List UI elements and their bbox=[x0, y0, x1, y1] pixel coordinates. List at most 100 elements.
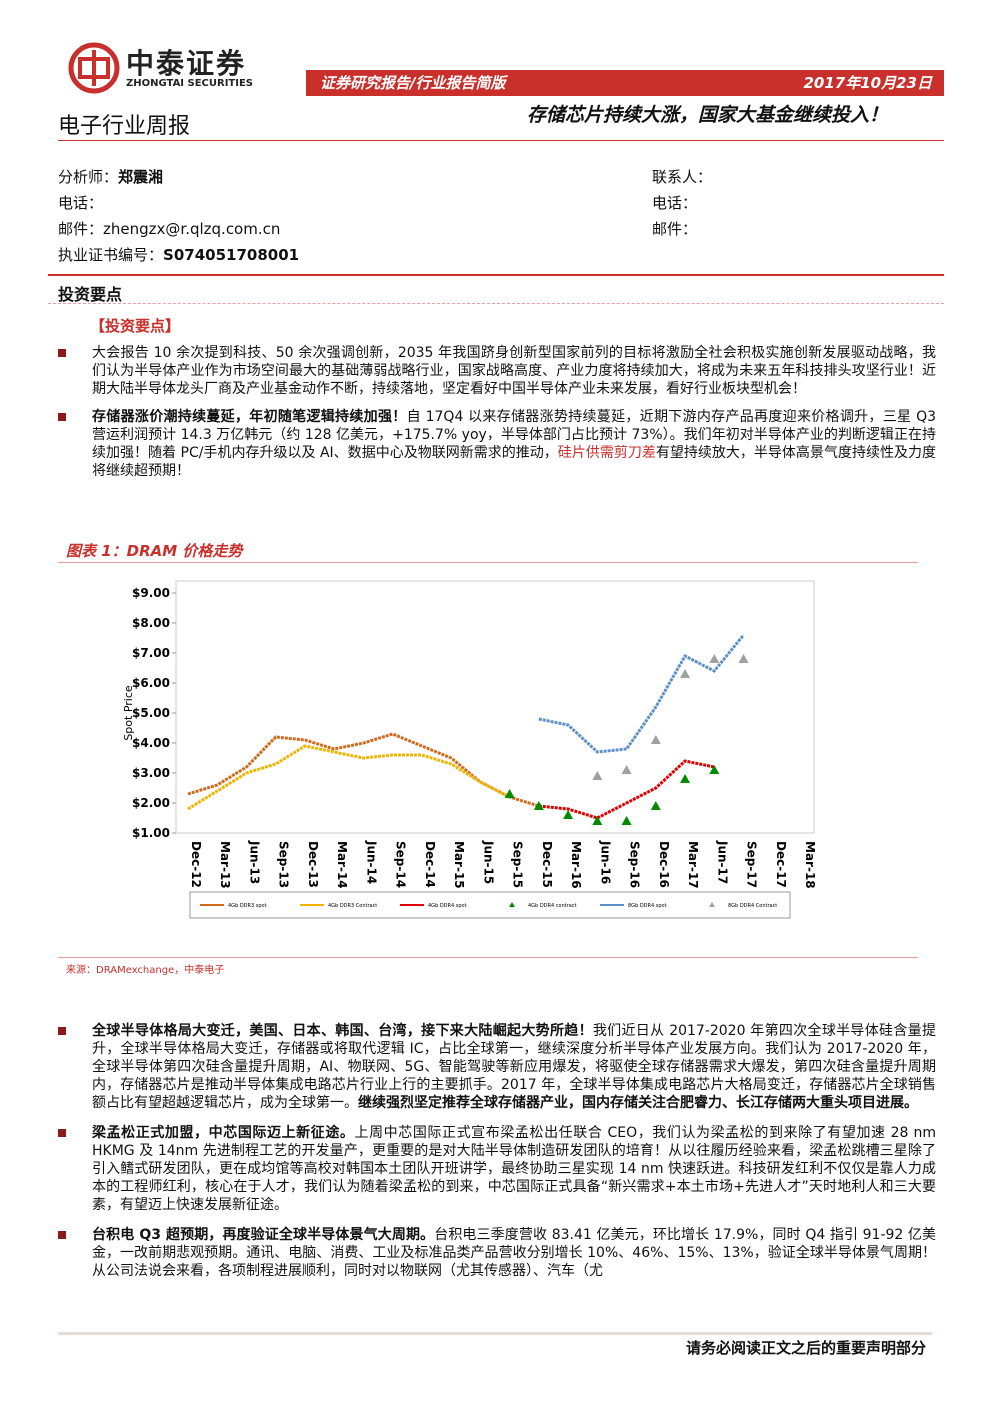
headline: 存储芯片持续大涨，国家大基金继续投入！ bbox=[526, 104, 888, 126]
text-run: 有望持续放大，半导体高景气度持续性及力度将继续超预期！ bbox=[92, 445, 937, 479]
analyst-name: 郑震湘 bbox=[118, 168, 164, 186]
contact: 联系人： bbox=[652, 168, 713, 186]
x-tick-label: Mar-15 bbox=[452, 841, 466, 889]
contact-email: 邮件： bbox=[652, 220, 698, 238]
legend-swatch bbox=[509, 902, 515, 907]
series-line bbox=[187, 732, 540, 808]
bullet-icon bbox=[58, 1129, 66, 1137]
paragraph: 存储器涨价潮持续蔓延，年初随笔逻辑持续加强！自 17Q4 以来存储器涨势持续蔓延… bbox=[92, 408, 936, 480]
paragraph: 台积电 Q3 超预期，再度验证全球半导体景气大周期。台积电三季度营收 83.41… bbox=[92, 1226, 936, 1280]
y-tick-label: $5.00 bbox=[132, 706, 170, 720]
bullet-icon bbox=[58, 349, 66, 357]
text-run: 全球半导体格局大变迁，美国、日本、韩国、台湾，接下来大陆崛起大势所趋！ bbox=[92, 1023, 593, 1039]
text-run: 硅片供需剪刀差 bbox=[557, 445, 656, 461]
report-type: 证券研究报告/行业报告简版 bbox=[320, 74, 506, 92]
text-run: 台积电三季度营收 83.41 亿美元，环比增长 17.9%，同时 Q4 指引 9… bbox=[92, 1227, 937, 1279]
legend-label: 8Gb DDR4 Contract bbox=[728, 903, 777, 909]
text-run: 自 17Q4 以来存储器涨势持续蔓延，近期下游内存产品再度迎来价格调升，三星 Q… bbox=[92, 409, 936, 461]
bullet-list: 大会报告 10 余次提到科技、50 余次强调创新，2035 年我国跻身创新型国家… bbox=[58, 344, 936, 490]
bullet: 台积电 Q3 超预期，再度验证全球半导体景气大周期。台积电三季度营收 83.41… bbox=[58, 1226, 936, 1280]
figure-source: 来源：DRAMexchange，中泰电子 bbox=[66, 965, 225, 976]
x-tick-label: Sep-14 bbox=[394, 841, 408, 888]
x-tick-label: Jun-17 bbox=[715, 840, 729, 884]
figure-title: 图表 1：DRAM 价格走势 bbox=[66, 542, 243, 560]
phone: 电话： bbox=[58, 194, 104, 212]
plot-frame bbox=[175, 580, 815, 834]
x-tick-label: Mar-17 bbox=[686, 841, 700, 889]
x-tick-label: Jun-15 bbox=[481, 840, 495, 884]
series-line bbox=[538, 759, 715, 820]
x-tick-label: Sep-17 bbox=[745, 841, 759, 888]
bullet: 大会报告 10 余次提到科技、50 余次强调创新，2035 年我国跻身创新型国家… bbox=[58, 344, 936, 398]
x-tick-label: Jun-16 bbox=[598, 840, 612, 884]
paragraph: 大会报告 10 余次提到科技、50 余次强调创新，2035 年我国跻身创新型国家… bbox=[92, 344, 936, 398]
label: 执业证书编号： bbox=[58, 246, 164, 264]
paragraph: 梁孟松正式加盟，中芯国际迈上新征途。上周中芯国际正式宣布梁孟松出任联合 CEO，… bbox=[92, 1124, 936, 1214]
text-run: 大会报告 10 余次提到科技、50 余次强调创新，2035 年我国跻身创新型国家… bbox=[92, 345, 936, 397]
x-tick-label: Sep-16 bbox=[628, 841, 642, 888]
analyst: 分析师：郑震湘 bbox=[58, 166, 163, 187]
header-bar: 证券研究报告/行业报告简版 2017年10月23日 bbox=[306, 70, 944, 96]
y-tick-label: $9.00 bbox=[132, 586, 170, 600]
x-tick-label: Dec-13 bbox=[306, 841, 320, 888]
contact-phone: 电话： bbox=[652, 194, 698, 212]
legend-label: 4Gb DDR3 Contract bbox=[328, 903, 377, 909]
x-tick-label: Mar-14 bbox=[335, 841, 349, 889]
marker bbox=[504, 789, 515, 798]
section-title: 投资要点 bbox=[58, 285, 123, 304]
x-tick-label: Dec-14 bbox=[423, 841, 437, 888]
x-tick-label: Dec-16 bbox=[657, 841, 671, 888]
marker bbox=[563, 810, 574, 819]
series-line bbox=[538, 634, 745, 754]
text-run: 台积电 Q3 超预期，再度验证全球半导体景气大周期。 bbox=[92, 1227, 435, 1243]
label: 邮件： bbox=[58, 220, 104, 238]
footer: 请务必阅读正文之后的重要声明部分 bbox=[685, 1339, 926, 1357]
cert: 执业证书编号：S074051708001 bbox=[58, 244, 299, 265]
text-run: 上周中芯国际正式宣布梁孟松出任联合 CEO，我们认为梁孟松的到来除了有望加速 2… bbox=[92, 1125, 937, 1213]
y-tick-label: $1.00 bbox=[132, 826, 170, 840]
subsection: 【投资要点】 bbox=[90, 317, 181, 335]
y-tick-label: $7.00 bbox=[132, 646, 170, 660]
report-date: 2017年10月23日 bbox=[803, 74, 933, 92]
x-tick-label: Dec-12 bbox=[189, 841, 203, 888]
logo-text: 中泰证券 bbox=[126, 47, 247, 80]
label: 分析师： bbox=[58, 168, 119, 186]
marker bbox=[680, 774, 691, 783]
marker bbox=[709, 654, 720, 663]
marker bbox=[738, 654, 749, 663]
industry: 电子行业周报 bbox=[58, 114, 191, 139]
email-address: zhengzx@r.qlzq.com.cn bbox=[103, 220, 281, 238]
marker bbox=[650, 735, 661, 744]
marker bbox=[709, 765, 720, 774]
legend bbox=[189, 891, 791, 919]
marker bbox=[592, 816, 603, 825]
x-tick-label: Mar-13 bbox=[218, 841, 232, 889]
divider bbox=[58, 140, 944, 141]
bullet-list: 全球半导体格局大变迁，美国、日本、韩国、台湾，接下来大陆崛起大势所趋！我们近日从… bbox=[58, 1022, 936, 1292]
text-run: 我们近日从 2017-2020 年第四次全球半导体硅含量提升，全球半导体格局大变… bbox=[92, 1023, 936, 1111]
y-tick-label: $4.00 bbox=[132, 736, 170, 750]
legend-swatch bbox=[709, 902, 715, 907]
y-axis-label: Spot Price bbox=[122, 685, 135, 741]
legend-label: 4Gb DDR3 spot bbox=[228, 903, 267, 909]
logo-mark bbox=[68, 42, 120, 94]
x-tick-label: Dec-17 bbox=[774, 841, 788, 888]
bullet-icon bbox=[58, 413, 66, 421]
y-tick-label: $6.00 bbox=[132, 676, 170, 690]
logo-subtext: ZHONGTAI SECURITIES bbox=[126, 78, 253, 89]
text-run: 存储器涨价潮持续蔓延，年初随笔逻辑持续加强！ bbox=[92, 409, 407, 425]
marker bbox=[592, 771, 603, 780]
y-tick-label: $8.00 bbox=[132, 616, 170, 630]
x-tick-label: Mar-16 bbox=[569, 841, 583, 889]
chart: Spot Price $1.00 $2.00 $3.00 $4.00 $5.00 $6.00… bbox=[122, 580, 817, 919]
marker bbox=[621, 765, 632, 774]
x-tick-label: Dec-15 bbox=[540, 841, 554, 888]
email: 邮件：zhengzx@r.qlzq.com.cn bbox=[58, 218, 280, 239]
marker bbox=[533, 801, 544, 810]
legend-label: 4Gb DDR4 spot bbox=[428, 903, 467, 909]
divider bbox=[58, 1332, 932, 1335]
x-tick-label: Mar-18 bbox=[803, 841, 817, 889]
cert-number: S074051708001 bbox=[163, 246, 300, 264]
marker bbox=[621, 816, 632, 825]
